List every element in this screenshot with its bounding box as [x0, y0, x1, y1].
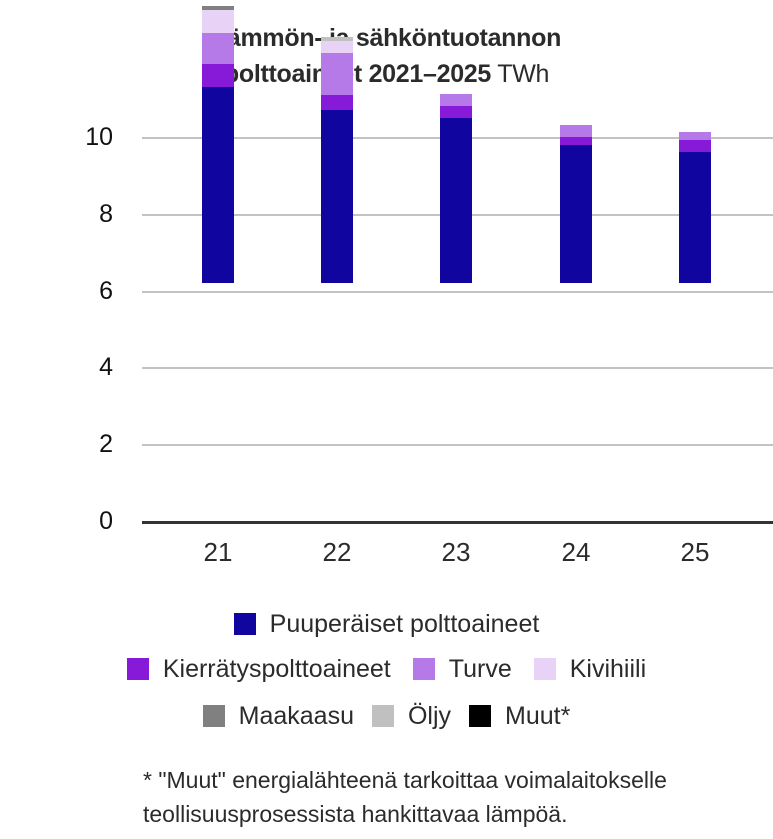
legend-label: Muut* — [505, 702, 571, 730]
legend-label: Kierrätyspolttoaineet — [162, 655, 391, 683]
legend-item[interactable]: Öljy — [371, 701, 452, 731]
bar-segment[interactable] — [202, 10, 234, 33]
legend-label: Puuperäiset polttoaineet — [269, 610, 540, 638]
chart-title-years: polttoaineet 2021–2025 — [223, 60, 492, 88]
legend-swatch-icon — [533, 658, 556, 680]
x-tick-label: 21 — [203, 537, 233, 567]
y-tick-label: 6 — [99, 276, 113, 305]
legend-swatch-icon — [371, 705, 394, 727]
legend-row: Maakaasu Öljy Muut* — [0, 701, 773, 731]
y-tick-label: 8 — [99, 199, 113, 228]
bar-segment[interactable] — [560, 125, 592, 137]
x-tick-label: 23 — [441, 537, 471, 567]
bar-24[interactable] — [560, 125, 592, 283]
legend-item[interactable]: Puuperäiset polttoaineet — [233, 609, 540, 639]
bar-segment[interactable] — [202, 33, 234, 64]
bar-25[interactable] — [679, 132, 711, 283]
gridline — [142, 444, 773, 447]
bar-segment[interactable] — [440, 118, 472, 283]
footnote: * "Muut" energialähteenä tarkoittaa voim… — [143, 763, 773, 831]
y-tick-label: 10 — [85, 123, 113, 151]
bar-21[interactable] — [202, 6, 234, 283]
bar-segment[interactable] — [560, 137, 592, 145]
y-tick-label: 4 — [99, 353, 113, 382]
legend-item[interactable]: Muut* — [469, 701, 570, 731]
legend-label: Öljy — [407, 702, 452, 730]
chart-title: Lämmön- ja sähköntuotannon polttoaineet … — [0, 20, 773, 92]
chart-title-line2: polttoaineet 2021–2025 TWh — [0, 56, 773, 92]
gridline — [142, 367, 773, 370]
bar-segment[interactable] — [679, 140, 711, 152]
bar-segment[interactable] — [679, 132, 711, 140]
bar-segment[interactable] — [679, 152, 711, 283]
bar-segment[interactable] — [560, 145, 592, 283]
legend-swatch-icon — [412, 658, 435, 680]
legend-label: Turve — [448, 655, 512, 683]
bar-23[interactable] — [440, 94, 472, 283]
bar-segment[interactable] — [202, 87, 234, 283]
x-tick-label: 25 — [680, 537, 710, 567]
gridline — [142, 290, 773, 293]
legend-item[interactable]: Kivihiili — [533, 654, 647, 684]
bar-segment[interactable] — [202, 64, 234, 87]
y-tick-label: 2 — [99, 430, 113, 459]
bar-segment[interactable] — [321, 53, 353, 95]
y-tick-label: 0 — [99, 507, 113, 535]
legend-item[interactable]: Turve — [412, 654, 512, 684]
legend-label: Kivihiili — [569, 655, 647, 683]
x-tick-label: 24 — [561, 537, 591, 567]
bar-segment[interactable] — [321, 37, 353, 41]
footnote-line2: teollisuusprosessista hankittavaa lämpöä… — [143, 801, 568, 827]
bar-segment[interactable] — [321, 95, 353, 110]
x-tick-label: 22 — [322, 537, 352, 567]
legend-swatch-icon — [469, 705, 492, 727]
legend-row: Puuperäiset polttoaineet — [0, 609, 773, 639]
bar-segment[interactable] — [321, 110, 353, 283]
plot-area: 0 2 4 6 8 10 21 22 23 24 25 — [85, 6, 773, 567]
legend-item[interactable]: Kierrätyspolttoaineet — [126, 654, 391, 684]
footnote-line1: * "Muut" energialähteenä tarkoittaa voim… — [143, 767, 667, 793]
chart-title-unit: TWh — [491, 60, 550, 88]
legend-item[interactable]: Maakaasu — [202, 701, 354, 731]
bar-22[interactable] — [321, 37, 353, 283]
bar-segment[interactable] — [440, 106, 472, 118]
bar-segment[interactable] — [202, 6, 234, 10]
x-axis-line — [142, 521, 773, 524]
bar-segment[interactable] — [321, 41, 353, 53]
legend-label: Maakaasu — [238, 702, 354, 730]
chart-title-line1: Lämmön- ja sähköntuotannon — [211, 24, 562, 52]
legend-swatch-icon — [126, 658, 149, 680]
legend-swatch-icon — [202, 705, 225, 727]
legend-row: Kierrätyspolttoaineet Turve Kivihiili — [0, 654, 773, 684]
legend-swatch-icon — [233, 613, 256, 635]
bar-segment[interactable] — [440, 94, 472, 106]
